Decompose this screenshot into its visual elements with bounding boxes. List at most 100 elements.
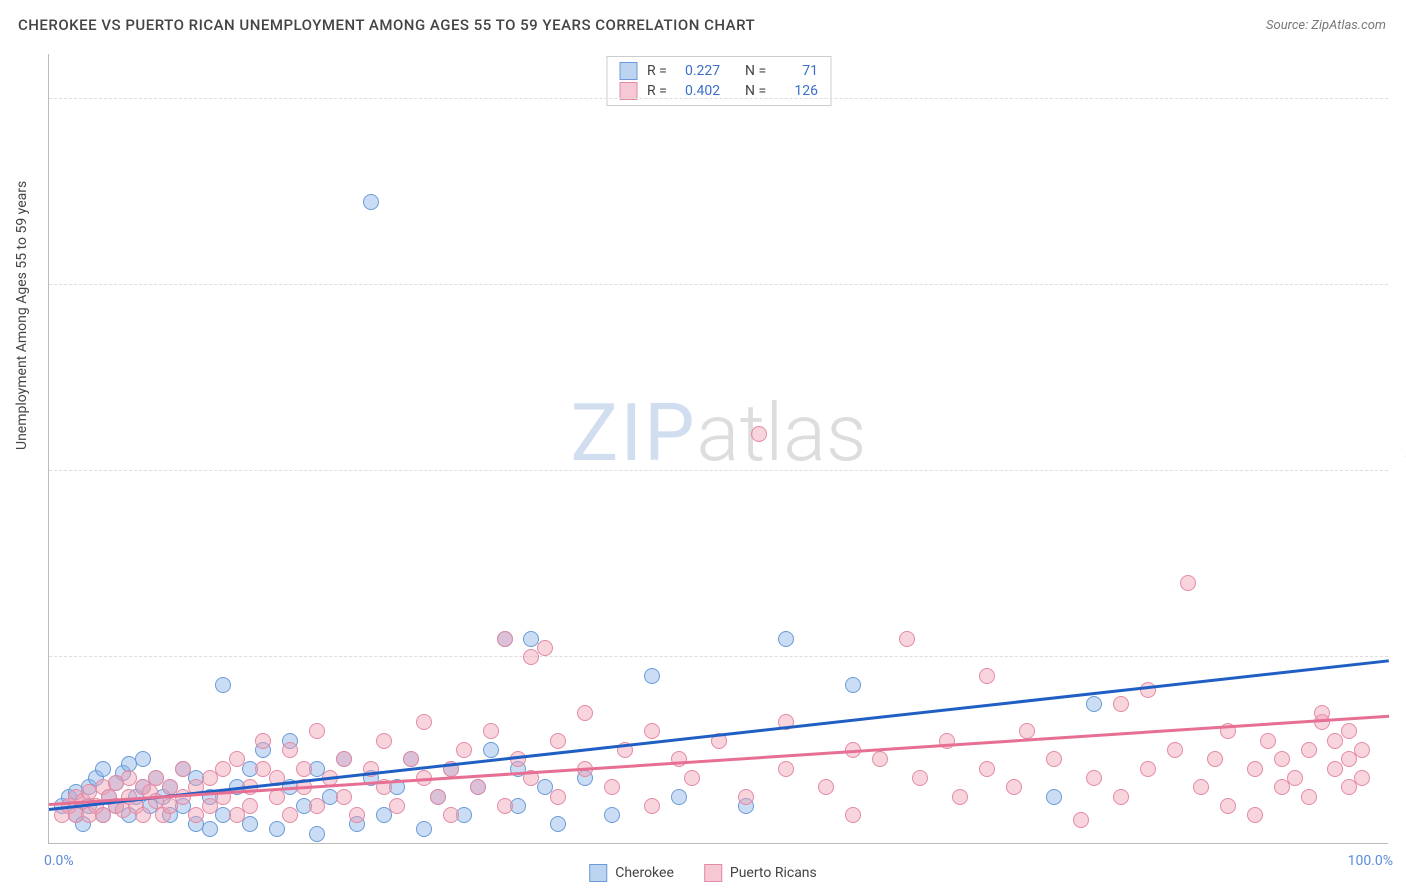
data-point: [1247, 761, 1263, 777]
data-point: [497, 798, 513, 814]
data-point: [1260, 733, 1276, 749]
data-point: [1207, 751, 1223, 767]
data-point: [309, 826, 325, 842]
data-point: [269, 821, 285, 837]
data-point: [242, 798, 258, 814]
data-point: [1220, 798, 1236, 814]
y-axis-label: Unemployment Among Ages 55 to 59 years: [14, 181, 30, 450]
data-point: [363, 194, 379, 210]
data-point: [443, 807, 459, 823]
x-tick-label: 0.0%: [44, 853, 74, 869]
legend-swatch: [619, 62, 637, 80]
data-point: [644, 798, 660, 814]
data-point: [135, 807, 151, 823]
data-point: [255, 733, 271, 749]
n-value: 126: [783, 83, 818, 99]
data-point: [483, 742, 499, 758]
data-point: [202, 821, 218, 837]
series-legend: Cherokee Puerto Ricans: [589, 864, 817, 882]
data-point: [845, 677, 861, 693]
data-point: [1086, 770, 1102, 786]
data-point: [296, 761, 312, 777]
r-label: R =: [647, 83, 675, 99]
data-point: [309, 798, 325, 814]
chart-title: CHEROKEE VS PUERTO RICAN UNEMPLOYMENT AM…: [18, 16, 755, 34]
data-point: [269, 789, 285, 805]
legend-item: Cherokee: [589, 864, 674, 882]
data-point: [456, 742, 472, 758]
data-point: [979, 668, 995, 684]
legend-swatch: [589, 864, 607, 882]
data-point: [550, 816, 566, 832]
data-point: [537, 640, 553, 656]
data-point: [1301, 742, 1317, 758]
r-value: 0.227: [685, 63, 735, 79]
data-point: [1274, 751, 1290, 767]
data-point: [349, 807, 365, 823]
data-point: [1167, 742, 1183, 758]
data-point: [376, 733, 392, 749]
data-point: [738, 789, 754, 805]
data-point: [1140, 761, 1156, 777]
data-point: [510, 751, 526, 767]
legend-swatch: [704, 864, 722, 882]
legend-item: Puerto Ricans: [704, 864, 817, 882]
data-point: [1354, 770, 1370, 786]
legend-label: Puerto Ricans: [730, 865, 817, 881]
data-point: [336, 789, 352, 805]
r-value: 0.402: [685, 83, 735, 99]
data-point: [1113, 789, 1129, 805]
data-point: [389, 798, 405, 814]
legend-label: Cherokee: [615, 865, 674, 881]
data-point: [979, 761, 995, 777]
trend-line: [49, 659, 1389, 810]
data-point: [644, 723, 660, 739]
data-point: [1301, 789, 1317, 805]
data-point: [818, 779, 834, 795]
data-point: [1140, 682, 1156, 698]
data-point: [95, 761, 111, 777]
data-point: [845, 807, 861, 823]
gridline: [49, 470, 1388, 471]
legend-stat-row: R = 0.227 N = 71: [619, 61, 818, 81]
data-point: [912, 770, 928, 786]
y-tick-label: 20.0%: [1393, 633, 1406, 649]
data-point: [1180, 575, 1196, 591]
data-point: [416, 714, 432, 730]
data-point: [671, 789, 687, 805]
data-point: [1113, 696, 1129, 712]
data-point: [1287, 770, 1303, 786]
data-point: [430, 789, 446, 805]
data-point: [577, 705, 593, 721]
n-value: 71: [783, 63, 818, 79]
data-point: [604, 807, 620, 823]
data-point: [416, 821, 432, 837]
gridline: [49, 656, 1388, 657]
data-point: [1354, 742, 1370, 758]
n-label: N =: [745, 83, 773, 99]
data-point: [1046, 751, 1062, 767]
r-label: R =: [647, 63, 675, 79]
data-point: [215, 677, 231, 693]
data-point: [403, 751, 419, 767]
data-point: [644, 668, 660, 684]
watermark-atlas: atlas: [697, 386, 867, 480]
data-point: [497, 631, 513, 647]
data-point: [282, 742, 298, 758]
data-point: [899, 631, 915, 647]
source-attribution: Source: ZipAtlas.com: [1266, 18, 1386, 33]
data-point: [135, 751, 151, 767]
gridline: [49, 98, 1388, 99]
data-point: [1247, 807, 1263, 823]
watermark: ZIPatlas: [570, 386, 866, 480]
data-point: [309, 723, 325, 739]
data-point: [1046, 789, 1062, 805]
data-point: [872, 751, 888, 767]
scatter-plot-area: ZIPatlas R =0.227N =71R =0.402N =126 20.…: [48, 54, 1388, 844]
data-point: [1019, 723, 1035, 739]
data-point: [671, 751, 687, 767]
data-point: [483, 723, 499, 739]
data-point: [1193, 779, 1209, 795]
data-point: [470, 779, 486, 795]
n-label: N =: [745, 63, 773, 79]
